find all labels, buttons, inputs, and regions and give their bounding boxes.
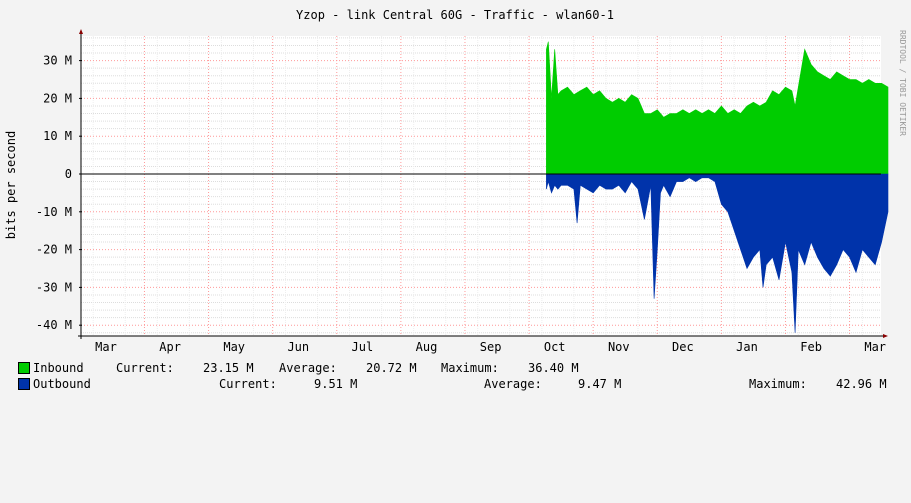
x-tick-label: Mar: [864, 340, 886, 354]
x-tick-label: Dec: [672, 340, 694, 354]
y-tick-label: 10 M: [43, 129, 72, 143]
chart-title: Yzop - link Central 60G - Traffic - wlan…: [296, 8, 614, 22]
legend-inbound: Inbound Current: 23.15 M Average: 20.72 …: [18, 361, 579, 375]
y-tick-label: 20 M: [43, 91, 72, 105]
x-axis-arrow: [883, 334, 888, 338]
x-tick-label: Jun: [287, 340, 309, 354]
outbound-maximum-label: Maximum:: [749, 377, 807, 391]
outbound-maximum-value: 42.96 M: [836, 377, 887, 391]
y-axis-arrow: [79, 29, 83, 34]
inbound-average-label: Average:: [279, 361, 337, 375]
inbound-current-value: 23.15 M: [203, 361, 254, 375]
x-tick-label: Mar: [95, 340, 117, 354]
inbound-current-label: Current:: [116, 361, 174, 375]
series-area-inbound: [546, 41, 889, 175]
inbound-swatch: [18, 362, 30, 374]
side-watermark: RRDTOOL / TOBI OETIKER: [898, 30, 907, 136]
x-tick-label: Sep: [480, 340, 502, 354]
y-axis-label: bits per second: [4, 131, 18, 239]
inbound-maximum-value: 36.40 M: [528, 361, 579, 375]
series-areas: [546, 41, 889, 333]
x-tick-label: Apr: [159, 340, 181, 354]
series-area-outbound: [546, 173, 889, 333]
traffic-chart: Yzop - link Central 60G - Traffic - wlan…: [4, 8, 907, 354]
y-tick-labels: 30 M 20 M 10 M 0 -10 M -20 M -30 M -40 M: [36, 54, 72, 333]
inbound-label: Inbound: [33, 361, 84, 375]
x-tick-label: May: [223, 340, 245, 354]
x-tick-label: Feb: [800, 340, 822, 354]
inbound-maximum-label: Maximum:: [441, 361, 499, 375]
inbound-average-value: 20.72 M: [366, 361, 417, 375]
x-tick-label: Jan: [736, 340, 758, 354]
outbound-average-label: Average:: [484, 377, 542, 391]
legend-outbound: Outbound Current: 9.51 M Average: 9.47 M…: [18, 377, 887, 391]
axes: [78, 29, 888, 339]
outbound-current-label: Current:: [219, 377, 277, 391]
outbound-swatch: [18, 378, 30, 390]
y-tick-label: -20 M: [36, 243, 72, 257]
outbound-label: Outbound: [33, 377, 91, 391]
x-tick-label: Aug: [416, 340, 438, 354]
y-tick-label: 30 M: [43, 54, 72, 68]
y-tick-label: 0: [65, 167, 72, 181]
x-tick-label: Jul: [352, 340, 374, 354]
outbound-current-value: 9.51 M: [314, 377, 358, 391]
x-tick-label: Oct: [544, 340, 566, 354]
y-tick-label: -30 M: [36, 280, 72, 294]
y-tick-label: -40 M: [36, 318, 72, 332]
x-tick-labels: Mar Apr May Jun Jul Aug Sep Oct Nov Dec Jan Feb Mar: [95, 340, 886, 354]
x-tick-label: Nov: [608, 340, 630, 354]
y-tick-label: -10 M: [36, 205, 72, 219]
outbound-average-value: 9.47 M: [578, 377, 622, 391]
